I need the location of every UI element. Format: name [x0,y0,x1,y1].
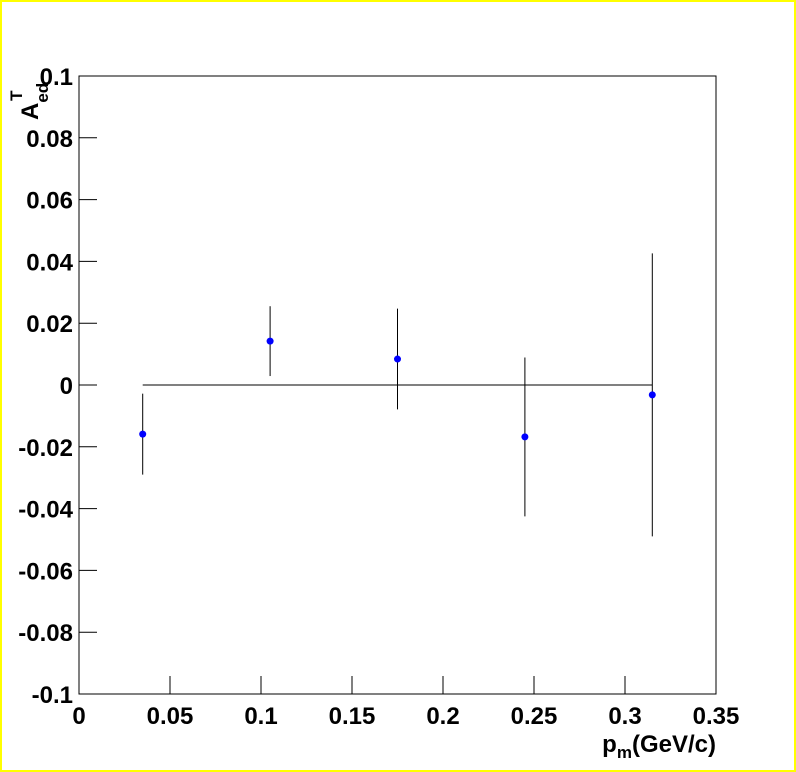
y-tick-label: -0.02 [18,435,73,462]
y-tick-label: 0.06 [26,188,73,215]
y-axis-label: Aed T [7,83,52,120]
y-tick-label: 0 [60,373,73,400]
x-tick-label: 0.15 [329,703,376,730]
x-label-rest: (GeV/c) [632,731,716,758]
x-tick-label: 0.35 [693,703,740,730]
y-label-sub: ed [33,83,52,103]
y-tick-label: 0.1 [40,64,73,91]
x-axis-label: pm(GeV/c) [602,731,716,762]
data-point [648,391,656,399]
y-tick-label: 0.04 [26,249,73,276]
x-label-main: p [602,731,617,758]
x-tick-label: 0.2 [426,703,459,730]
x-tick-label: 0.1 [244,703,277,730]
x-tick-label: 0.3 [608,703,641,730]
y-tick-label: 0.08 [26,126,73,153]
y-label-main: A [17,103,44,120]
y-tick-label: -0.06 [18,558,73,585]
x-tick-label: 0 [72,703,85,730]
data-point [394,355,401,363]
x-label-sub: m [617,743,632,762]
y-tick-label: -0.08 [18,620,73,647]
y-tick-label: 0.02 [26,311,73,338]
data-point [521,433,529,441]
x-tick-label: 0.25 [511,703,558,730]
y-label-sup: T [7,90,26,101]
x-tick-label: 0.05 [147,703,194,730]
y-tick-label: -0.04 [18,497,73,524]
data-point [139,430,147,438]
y-tick-label: -0.1 [32,682,73,709]
data-point [266,337,274,345]
